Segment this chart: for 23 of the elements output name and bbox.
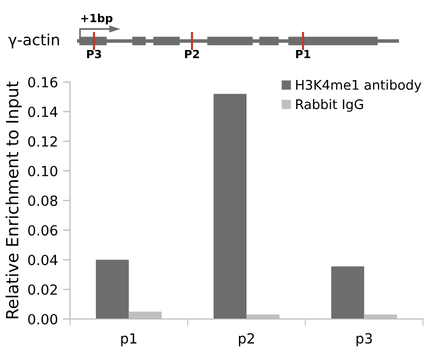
y-tick-label: 0.06 bbox=[28, 225, 58, 236]
x-tick-label: p2 bbox=[238, 333, 254, 346]
text: P1 bbox=[296, 50, 310, 58]
bar bbox=[331, 266, 364, 319]
y-tick-label: 0.04 bbox=[28, 254, 58, 266]
bar bbox=[214, 94, 246, 319]
bar bbox=[96, 260, 129, 319]
y-axis-title: Relative Enrichment to Input bbox=[6, 81, 22, 318]
legend-label: Rabbit IgG bbox=[296, 99, 364, 112]
text: P3 bbox=[87, 50, 102, 58]
y-tick-label: 0.10 bbox=[28, 166, 58, 176]
x-tick-label: p1 bbox=[121, 333, 136, 346]
text: +1bp bbox=[81, 14, 112, 24]
text: P2 bbox=[185, 50, 199, 58]
x-tick-label: p3 bbox=[356, 333, 372, 346]
y-tick-label: 0.16 bbox=[28, 76, 58, 88]
y-tick-label: 0.02 bbox=[28, 284, 57, 295]
y-tick-label: 0.14 bbox=[28, 106, 58, 118]
y-tick-label: 0.08 bbox=[28, 195, 58, 206]
text: γ-actin bbox=[8, 34, 59, 48]
y-tick-label: 0.00 bbox=[28, 314, 58, 324]
legend-label: H3K4me1 antibody bbox=[296, 80, 422, 92]
y-tick-label: 0.12 bbox=[28, 136, 57, 147]
